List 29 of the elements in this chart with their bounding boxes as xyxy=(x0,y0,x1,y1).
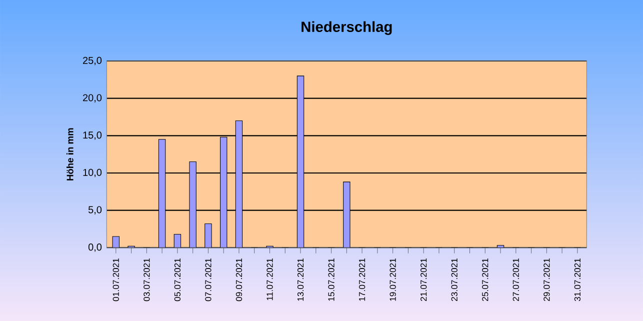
x-tick-label: 23.07.2021 xyxy=(451,258,458,301)
y-tick-label: 15,0 xyxy=(83,132,102,140)
x-tick-label: 31.07.2021 xyxy=(574,258,580,302)
x-tick-label: 01.07.2021 xyxy=(112,258,119,302)
y-tick-label: 10,0 xyxy=(83,168,102,178)
x-tick-label: 15.07.2021 xyxy=(328,258,334,301)
x-tick-label: 21.07.2021 xyxy=(420,258,427,301)
y-tick-label: 25,0 xyxy=(83,56,102,66)
x-tick-label: 29.07.2021 xyxy=(544,258,550,301)
y-tick-label: 0,0 xyxy=(88,244,102,252)
bar xyxy=(189,162,196,248)
x-tick-label: 25.07.2021 xyxy=(482,258,488,301)
x-tick-label: 19.07.2021 xyxy=(390,258,396,301)
bar xyxy=(220,136,228,248)
y-axis-title: Höhe in mm xyxy=(66,128,74,180)
y-tick-label: 5,0 xyxy=(88,206,102,214)
bar xyxy=(296,76,304,248)
x-tick-label: 05.07.2021 xyxy=(174,258,181,302)
x-tick-label: 07.07.2021 xyxy=(205,258,212,302)
bar xyxy=(235,120,243,248)
chart-title: Niederschlag xyxy=(302,21,392,35)
bar xyxy=(158,139,166,248)
x-tick-label: 27.07.2021 xyxy=(512,258,519,301)
x-tick-label: 13.07.2021 xyxy=(297,258,304,301)
x-tick-label: 09.07.2021 xyxy=(236,258,242,302)
x-tick-label: 03.07.2021 xyxy=(144,258,150,302)
x-tick-label: 17.07.2021 xyxy=(358,258,366,301)
x-tick-label: 11.07.2021 xyxy=(266,258,273,300)
y-tick-label: 20,0 xyxy=(83,94,102,102)
